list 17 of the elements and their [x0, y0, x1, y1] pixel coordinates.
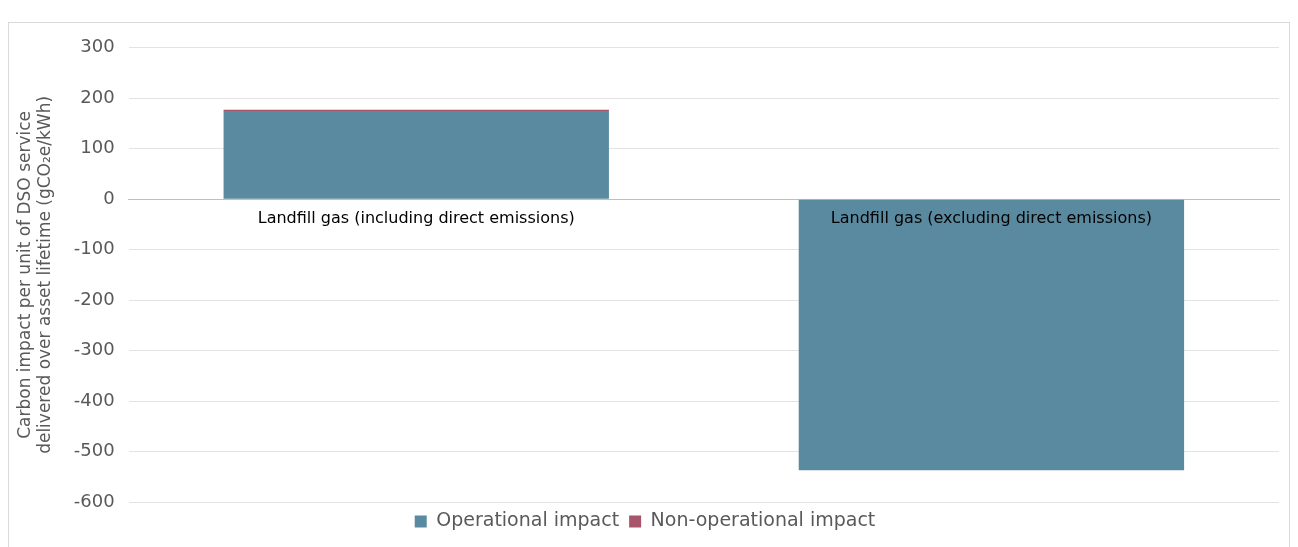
y-tick-label: -400	[73, 388, 115, 410]
y-tick-label: 0	[103, 186, 115, 208]
bar	[798, 199, 1185, 471]
x-tick-label: Landfill gas (including direct emissions)	[257, 208, 575, 228]
y-tick-label: 200	[80, 85, 115, 107]
x-tick-label: Landfill gas (excluding direct emissions)	[830, 208, 1152, 228]
y-tick-label: -600	[73, 489, 115, 511]
y-tick-label: -300	[73, 338, 115, 360]
y-tick-label: -500	[73, 439, 115, 461]
y-axis-title: Carbon impact per unit of DSO service delivered over asset lifetime (gCO₂e/kWh)	[13, 95, 55, 454]
y-tick-label: 100	[80, 136, 115, 158]
y-tick-label: -100	[73, 237, 115, 259]
y-tick-label: 300	[80, 35, 115, 57]
bar	[223, 110, 609, 199]
y-tick-label: -200	[73, 287, 115, 309]
legend-label: Operational impact	[436, 508, 620, 531]
legend-label: Non-operational impact	[650, 508, 876, 531]
